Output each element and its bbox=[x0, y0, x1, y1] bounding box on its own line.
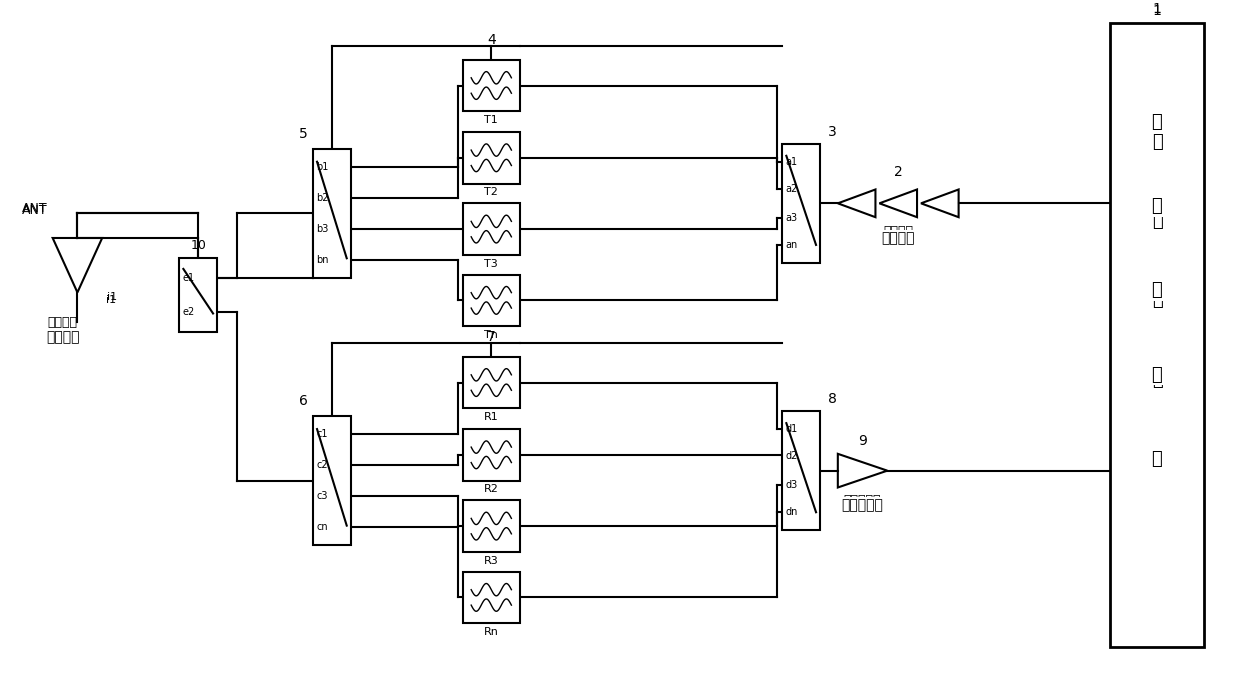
Text: c1: c1 bbox=[316, 429, 327, 439]
Text: e1: e1 bbox=[182, 273, 195, 282]
Text: c3: c3 bbox=[316, 491, 327, 501]
Text: T3: T3 bbox=[485, 259, 498, 269]
Bar bbox=[463, 60, 520, 111]
Text: d1: d1 bbox=[785, 424, 797, 434]
Text: 4: 4 bbox=[487, 33, 496, 47]
Bar bbox=[782, 411, 820, 530]
Text: 宽: 宽 bbox=[1152, 133, 1163, 151]
Text: 1: 1 bbox=[1153, 4, 1162, 18]
Bar bbox=[312, 416, 351, 545]
Text: 宽带天线: 宽带天线 bbox=[47, 315, 78, 328]
Text: 宽: 宽 bbox=[1151, 113, 1162, 131]
Text: c2: c2 bbox=[316, 460, 327, 470]
Text: 宽带低噪放: 宽带低噪放 bbox=[842, 498, 884, 512]
Bar bbox=[782, 144, 820, 263]
Text: a3: a3 bbox=[785, 213, 797, 223]
Text: 宽带低噪放: 宽带低噪放 bbox=[844, 494, 882, 507]
Bar bbox=[463, 571, 520, 623]
Text: dn: dn bbox=[785, 507, 797, 517]
Bar bbox=[463, 132, 520, 183]
Text: a2: a2 bbox=[785, 184, 797, 194]
Text: an: an bbox=[785, 240, 797, 250]
Text: 发: 发 bbox=[1151, 366, 1162, 384]
Text: b3: b3 bbox=[316, 223, 329, 234]
Text: ANT: ANT bbox=[22, 202, 47, 215]
Bar bbox=[1110, 23, 1204, 647]
Text: 7: 7 bbox=[487, 330, 496, 344]
Text: Rn: Rn bbox=[484, 627, 498, 637]
Text: Tn: Tn bbox=[485, 330, 498, 340]
Text: b1: b1 bbox=[316, 162, 329, 172]
Text: 带: 带 bbox=[1152, 212, 1163, 230]
Text: d3: d3 bbox=[785, 480, 797, 490]
Text: T2: T2 bbox=[485, 188, 498, 198]
Text: 宽带天线: 宽带天线 bbox=[46, 330, 79, 344]
Text: 8: 8 bbox=[828, 393, 837, 406]
Bar bbox=[463, 429, 520, 481]
Text: 发: 发 bbox=[1152, 370, 1163, 389]
Bar bbox=[463, 275, 520, 326]
Text: 6: 6 bbox=[299, 394, 308, 408]
Text: 10: 10 bbox=[190, 240, 206, 253]
Bar bbox=[463, 500, 520, 552]
Bar bbox=[312, 149, 351, 278]
Text: e2: e2 bbox=[182, 307, 195, 318]
Bar bbox=[180, 258, 217, 332]
Text: ANT: ANT bbox=[22, 204, 47, 217]
Text: R3: R3 bbox=[484, 556, 498, 566]
Text: 2: 2 bbox=[894, 165, 903, 179]
Text: 带: 带 bbox=[1151, 197, 1162, 215]
Text: 收: 收 bbox=[1152, 291, 1163, 309]
Text: R2: R2 bbox=[484, 485, 498, 494]
Text: i1: i1 bbox=[107, 295, 117, 305]
Text: 收: 收 bbox=[1151, 282, 1162, 299]
Text: 5: 5 bbox=[299, 127, 308, 141]
Text: 9: 9 bbox=[858, 434, 867, 448]
Text: a1: a1 bbox=[785, 157, 797, 167]
Text: b2: b2 bbox=[316, 193, 329, 203]
Bar bbox=[463, 203, 520, 255]
Text: T1: T1 bbox=[485, 115, 498, 125]
Text: R1: R1 bbox=[484, 412, 498, 422]
Bar bbox=[463, 357, 520, 408]
Text: d2: d2 bbox=[785, 452, 797, 462]
Text: bn: bn bbox=[316, 255, 329, 265]
Text: cn: cn bbox=[316, 522, 327, 532]
Text: i1: i1 bbox=[107, 292, 118, 303]
Text: 宽带功放: 宽带功放 bbox=[883, 225, 913, 238]
Text: 机: 机 bbox=[1152, 450, 1163, 468]
Text: 3: 3 bbox=[828, 125, 837, 139]
Text: 宽带功放: 宽带功放 bbox=[882, 231, 915, 245]
Text: 机: 机 bbox=[1151, 450, 1162, 468]
Text: 1: 1 bbox=[1152, 2, 1161, 16]
